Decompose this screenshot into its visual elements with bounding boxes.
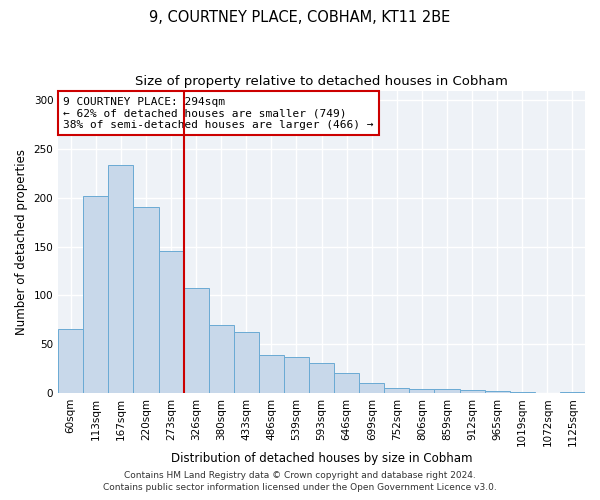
- Bar: [158, 252, 184, 393]
- Bar: [133, 206, 158, 393]
- Y-axis label: Number of detached properties: Number of detached properties: [15, 148, 28, 334]
- Bar: [560, 392, 585, 393]
- Bar: [485, 391, 510, 393]
- Bar: [209, 324, 234, 393]
- Bar: [83, 196, 109, 393]
- Bar: [234, 332, 259, 393]
- Bar: [109, 164, 133, 393]
- Bar: [259, 355, 284, 393]
- Bar: [510, 392, 535, 393]
- Text: 9, COURTNEY PLACE, COBHAM, KT11 2BE: 9, COURTNEY PLACE, COBHAM, KT11 2BE: [149, 10, 451, 25]
- Bar: [460, 390, 485, 393]
- Bar: [309, 362, 334, 393]
- Title: Size of property relative to detached houses in Cobham: Size of property relative to detached ho…: [135, 75, 508, 88]
- Text: 9 COURTNEY PLACE: 294sqm
← 62% of detached houses are smaller (749)
38% of semi-: 9 COURTNEY PLACE: 294sqm ← 62% of detach…: [64, 96, 374, 130]
- Text: Contains HM Land Registry data © Crown copyright and database right 2024.
Contai: Contains HM Land Registry data © Crown c…: [103, 471, 497, 492]
- Bar: [385, 388, 409, 393]
- Bar: [184, 288, 209, 393]
- X-axis label: Distribution of detached houses by size in Cobham: Distribution of detached houses by size …: [171, 452, 472, 465]
- Bar: [359, 383, 385, 393]
- Bar: [409, 389, 434, 393]
- Bar: [334, 374, 359, 393]
- Bar: [434, 389, 460, 393]
- Bar: [284, 357, 309, 393]
- Bar: [58, 330, 83, 393]
